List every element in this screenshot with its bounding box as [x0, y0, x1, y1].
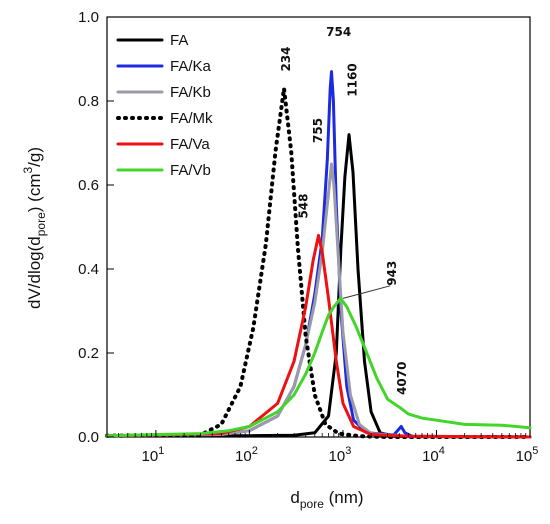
series-line-fa-va: [105, 233, 532, 439]
x-axis-title: dpore (nm): [290, 488, 363, 511]
x-tick-label-exponent: 2: [252, 445, 258, 457]
y-tick-label-0-6: 0.6: [78, 177, 99, 194]
x-tick-label-exponent: 4: [439, 445, 445, 457]
legend-label-fa: FA: [170, 32, 188, 49]
y-axis-title-part3: /g): [25, 147, 44, 167]
x-tick-label-base: 10: [329, 448, 346, 465]
x-tick-label-1: 101: [141, 445, 164, 465]
legend: FA FA/Ka FA/Kb FA/Mk FA/Va FA/Vb: [116, 32, 213, 179]
x-tick-label-base: 10: [235, 448, 252, 465]
legend-label-fa-mk: FA/Mk: [170, 110, 213, 127]
x-tick-label-exponent: 5: [532, 445, 538, 457]
y-axis-title-sup: 3: [21, 167, 35, 174]
peak-label-1160: 1160: [346, 63, 360, 96]
x-tick-label-5: 105: [516, 445, 539, 465]
series-layer: [105, 70, 532, 439]
x-tick-label-base: 10: [141, 448, 158, 465]
series-line-fa-vb: [105, 296, 532, 438]
x-tick-label-4: 104: [422, 445, 445, 465]
y-tick-label-1-0: 1.0: [78, 9, 99, 26]
x-tick-label-2: 102: [235, 445, 258, 465]
peak-label-755: 755: [311, 118, 325, 143]
series-line-fa-kb: [105, 162, 532, 439]
y-tick-label-0-4: 0.4: [78, 261, 99, 278]
peak-label-943: 943: [385, 261, 399, 286]
peak-label-4070: 4070: [395, 361, 409, 394]
legend-label-fa-kb: FA/Kb: [170, 84, 211, 101]
y-axis-title-part2: ) (cm: [25, 174, 44, 213]
legend-label-fa-vb: FA/Vb: [170, 162, 211, 179]
x-tick-label-base: 10: [516, 448, 533, 465]
y-tick-label-0-0: 0.0: [78, 429, 99, 446]
x-tick-label-exponent: 3: [345, 445, 351, 457]
y-axis-title: dV/dlog(dpore) (cm3/g): [21, 147, 48, 309]
series-line-fa-mk: [105, 86, 532, 439]
plot-frame: [106, 16, 531, 438]
x-axis-title-rest: (nm): [324, 488, 364, 507]
peak-label-234: 234: [279, 46, 293, 71]
plot-area-border: [106, 16, 531, 438]
x-tick-label-3: 103: [329, 445, 352, 465]
x-tick-label-base: 10: [422, 448, 439, 465]
peak-label-754: 754: [326, 25, 351, 39]
y-axis-title-sub: pore: [34, 212, 48, 236]
legend-label-fa-ka: FA/Ka: [170, 58, 212, 75]
peak-label-548: 548: [297, 193, 311, 218]
y-axis-title-part1: dV/dlog(d: [25, 236, 44, 309]
x-tick-label-exponent: 1: [158, 445, 164, 457]
annotation-leader-line-943: [342, 285, 391, 299]
x-axis-title-main: d: [290, 488, 299, 507]
y-tick-label-0-2: 0.2: [78, 345, 99, 362]
legend-label-fa-va: FA/Va: [170, 136, 210, 153]
y-tick-label-0-8: 0.8: [78, 93, 99, 110]
x-axis-title-sub: pore: [300, 497, 324, 511]
annotation-layer: 234 754 1160 755 548 943 4070: [279, 25, 409, 395]
